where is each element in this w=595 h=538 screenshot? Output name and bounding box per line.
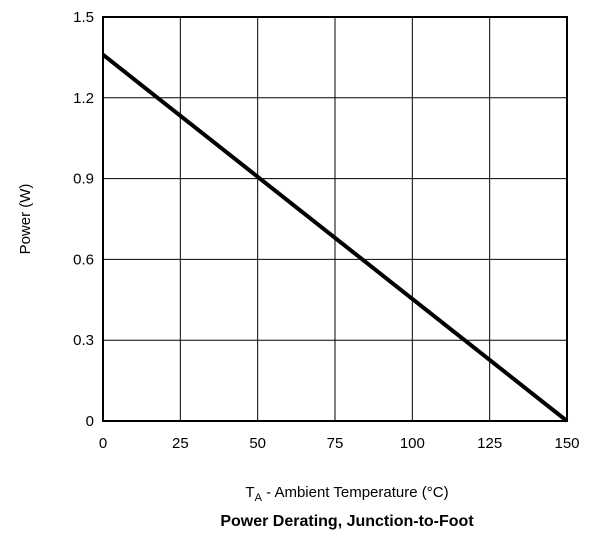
- plot-frame: [102, 16, 568, 422]
- x-tick-label: 25: [172, 435, 189, 452]
- y-tick-labels: 0 0.3 0.6 0.9 1.2 1.5: [73, 9, 94, 430]
- x-axis-label: TA - Ambient Temperature (°C): [245, 484, 448, 504]
- x-tick-label: 75: [327, 435, 344, 452]
- x-axis-label-rest: - Ambient Temperature (°C): [262, 484, 449, 501]
- series-layer: [101, 53, 569, 423]
- y-axis-label: Power (W): [17, 184, 34, 255]
- y-tick-label: 0: [86, 413, 94, 430]
- y-tick-label: 1.2: [73, 90, 94, 107]
- x-tick-label: 0: [99, 435, 107, 452]
- grid-lines: [102, 16, 568, 422]
- y-tick-label: 0.3: [73, 332, 94, 349]
- y-tick-label: 0.6: [73, 251, 94, 268]
- x-tick-label: 125: [477, 435, 502, 452]
- y-tick-label: 0.9: [73, 171, 94, 188]
- x-axis-label-main: T: [245, 484, 254, 501]
- y-tick-label: 1.5: [73, 9, 94, 26]
- x-tick-labels: 0 25 50 75 100 125 150: [99, 435, 580, 452]
- power-derating-line: [101, 53, 569, 423]
- x-tick-label: 150: [554, 435, 579, 452]
- x-tick-label: 100: [400, 435, 425, 452]
- x-axis-label-subscript: A: [255, 492, 263, 504]
- chart-title: Power Derating, Junction-to-Foot: [220, 513, 474, 530]
- x-tick-label: 50: [249, 435, 266, 452]
